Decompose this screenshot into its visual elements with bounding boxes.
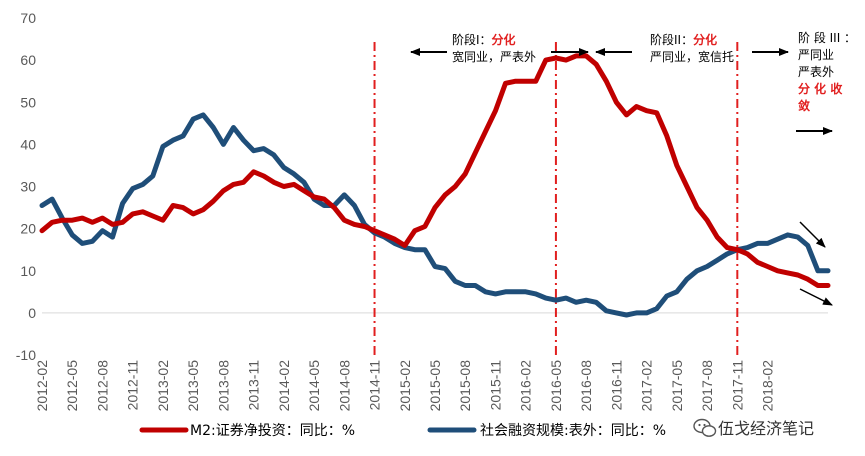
phase3-line1: 严同业	[798, 48, 834, 62]
y-tick-label: 20	[20, 221, 36, 237]
x-tick-label: 2013-02	[155, 360, 171, 412]
series-line-m2	[39, 53, 831, 288]
legend-label-shrz: 社会融资规模:表外：同比：%	[480, 423, 666, 439]
x-tick-label: 2016-02	[518, 360, 534, 412]
y-tick-label: -10	[16, 347, 36, 363]
x-tick-label: 2013-11	[246, 360, 262, 411]
x-axis: 2012-02 2012-05 2012-08 2012-11 2013-02 2013-…	[34, 360, 776, 412]
x-tick-label: 2016-05	[548, 360, 564, 412]
phase3-line2: 严表外	[798, 65, 834, 79]
x-tick-label: 2012-05	[64, 360, 80, 412]
x-tick-label: 2016-11	[608, 360, 624, 411]
phase3-line4: 敛	[798, 98, 810, 113]
x-tick-label: 2014-11	[367, 360, 383, 411]
blue-trend-arrow	[799, 221, 826, 248]
x-tick-label: 2015-11	[487, 360, 503, 411]
x-tick-label: 2015-02	[397, 360, 413, 412]
y-tick-label: 60	[20, 52, 36, 68]
red-trend-arrow	[799, 288, 833, 306]
y-tick-label: 50	[20, 94, 36, 110]
x-tick-label: 2012-11	[125, 360, 141, 411]
y-tick-label: 40	[20, 136, 36, 152]
x-tick-label: 2014-02	[276, 360, 292, 412]
y-tick-label: 70	[20, 10, 36, 26]
phase2-label: 阶段II：分化	[650, 32, 717, 47]
x-tick-label: 2017-08	[699, 360, 715, 412]
x-tick-label: 2012-08	[94, 360, 110, 412]
y-tick-label: 10	[20, 263, 36, 279]
phase1-desc: 宽同业，严表外	[452, 49, 536, 64]
x-tick-label: 2017-11	[729, 360, 745, 411]
x-tick-label: 2018-02	[760, 360, 776, 412]
x-tick-label: 2015-05	[427, 360, 443, 412]
y-tick-label: 0	[28, 305, 36, 321]
legend-label-m2: M2:证券净投资：同比：%	[190, 423, 355, 439]
series-layer	[39, 53, 831, 318]
phase-annotations: 阶段I：分化 宽同业，严表外 阶段II：分化 严同业，宽信托 阶 段 III ：…	[410, 30, 856, 306]
series-line-shrz	[39, 112, 831, 318]
phase3-line3: 分 化 收	[798, 81, 842, 96]
y-tick-label: 30	[20, 179, 36, 195]
x-tick-label: 2012-02	[34, 360, 50, 412]
x-tick-label: 2016-08	[578, 360, 594, 412]
x-tick-label: 2014-05	[306, 360, 322, 412]
watermark-text: 伍戈经济笔记	[718, 419, 814, 438]
x-tick-label: 2017-02	[639, 360, 655, 412]
x-tick-label: 2013-08	[215, 360, 231, 412]
phase3-label: 阶 段 III ：	[798, 30, 856, 45]
legend: M2:证券净投资：同比：% 社会融资规模:表外：同比：%	[139, 423, 666, 439]
wechat-icon	[693, 418, 717, 437]
x-tick-label: 2017-05	[669, 360, 685, 412]
x-tick-label: 2015-08	[457, 360, 473, 412]
phase1-label: 阶段I：分化	[452, 32, 516, 47]
phase-lines	[373, 42, 739, 357]
phase2-desc: 严同业，宽信托	[650, 49, 734, 64]
x-tick-label: 2014-08	[336, 360, 352, 412]
watermark: 伍戈经济笔记	[693, 418, 814, 438]
x-tick-label: 2013-05	[185, 360, 201, 412]
y-axis: -10 0 10 20 30 40 50 60 70	[16, 10, 36, 363]
